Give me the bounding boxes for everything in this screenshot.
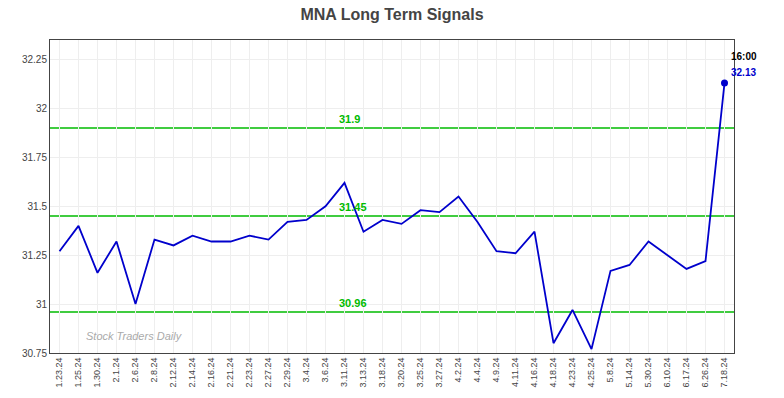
svg-text:6.17.24: 6.17.24 (681, 358, 691, 388)
svg-text:2.21.24: 2.21.24 (225, 358, 235, 388)
svg-text:3.11.24: 3.11.24 (339, 358, 349, 387)
svg-text:4.2.24: 4.2.24 (453, 358, 463, 383)
svg-text:3.13.24: 3.13.24 (358, 358, 368, 388)
svg-text:1.25.24: 1.25.24 (73, 358, 83, 388)
svg-text:2.8.24: 2.8.24 (149, 358, 159, 383)
svg-text:32: 32 (36, 103, 48, 114)
svg-text:31.75: 31.75 (22, 152, 47, 163)
svg-text:3.20.24: 3.20.24 (396, 358, 406, 388)
svg-text:4.16.24: 4.16.24 (529, 358, 539, 388)
svg-text:4.18.24: 4.18.24 (548, 358, 558, 388)
svg-text:3.18.24: 3.18.24 (377, 358, 387, 388)
svg-text:4.9.24: 4.9.24 (491, 358, 501, 383)
svg-text:6.26.24: 6.26.24 (700, 358, 710, 388)
svg-text:31: 31 (36, 299, 48, 310)
svg-text:5.14.24: 5.14.24 (624, 358, 634, 388)
svg-text:16:00: 16:00 (731, 51, 757, 62)
svg-text:2.14.24: 2.14.24 (187, 358, 197, 388)
svg-text:2.29.24: 2.29.24 (282, 358, 292, 388)
svg-text:3.25.24: 3.25.24 (415, 358, 425, 388)
svg-text:30.75: 30.75 (22, 348, 47, 359)
svg-text:6.10.24: 6.10.24 (662, 358, 672, 388)
svg-text:4.11.24: 4.11.24 (510, 358, 520, 387)
svg-text:7.18.24: 7.18.24 (719, 358, 729, 388)
svg-text:30.96: 30.96 (339, 297, 367, 309)
svg-text:5.8.24: 5.8.24 (605, 358, 615, 383)
svg-text:31.25: 31.25 (22, 250, 47, 261)
svg-text:31.45: 31.45 (339, 201, 367, 213)
svg-text:31.5: 31.5 (28, 201, 48, 212)
svg-text:3.27.24: 3.27.24 (434, 358, 444, 388)
svg-text:4.4.24: 4.4.24 (472, 358, 482, 383)
svg-text:4.23.24: 4.23.24 (567, 358, 577, 388)
svg-text:MNA Long Term Signals: MNA Long Term Signals (300, 6, 483, 23)
svg-text:2.23.24: 2.23.24 (244, 358, 254, 388)
svg-text:3.6.24: 3.6.24 (320, 358, 330, 383)
svg-text:3.4.24: 3.4.24 (301, 358, 311, 383)
svg-text:2.6.24: 2.6.24 (130, 358, 140, 383)
svg-text:Stock Traders Daily: Stock Traders Daily (86, 330, 183, 342)
svg-text:4.25.24: 4.25.24 (586, 358, 596, 388)
svg-text:2.1.24: 2.1.24 (111, 358, 121, 383)
svg-text:32.25: 32.25 (22, 54, 47, 65)
svg-text:2.16.24: 2.16.24 (206, 358, 216, 388)
svg-text:31.9: 31.9 (339, 113, 360, 125)
svg-text:2.12.24: 2.12.24 (168, 358, 178, 388)
svg-text:5.30.24: 5.30.24 (643, 358, 653, 388)
svg-text:2.27.24: 2.27.24 (263, 358, 273, 388)
svg-text:1.30.24: 1.30.24 (92, 358, 102, 388)
svg-text:32.13: 32.13 (731, 67, 756, 78)
svg-text:1.23.24: 1.23.24 (54, 358, 64, 388)
